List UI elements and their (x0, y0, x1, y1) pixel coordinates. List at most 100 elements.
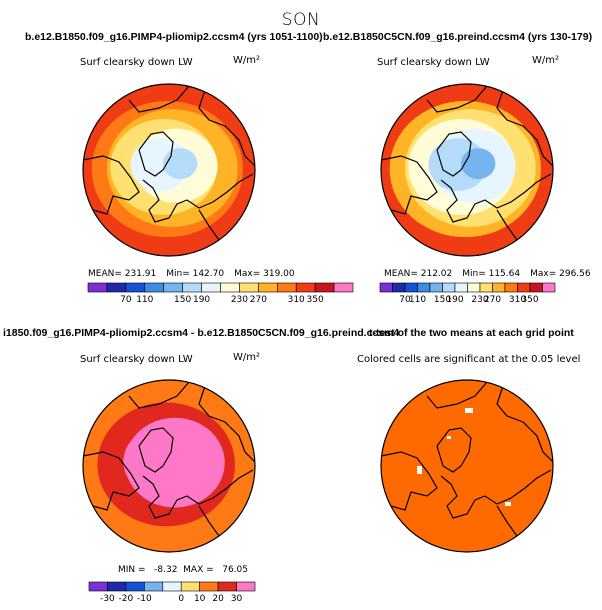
coast-alaska (426, 85, 488, 113)
p2-map-border (380, 83, 554, 257)
p3-colorbar-label-5: 20 (212, 594, 224, 604)
p4-nonsig-cell-1 (417, 466, 422, 474)
p3-colorbar-box-5 (180, 581, 200, 592)
panel1-variable-label: Surf clearsky down LW (80, 57, 193, 68)
p1-colorbar-box-7 (220, 282, 240, 293)
p2-colorbar-box-2 (404, 282, 418, 293)
p3-colorbar-box-3 (144, 581, 164, 592)
coast-greenland (436, 131, 472, 177)
p3-colorbar-label-3: 0 (178, 594, 184, 604)
p3-colorbar-label-4: 10 (194, 594, 206, 604)
p1-colorbar-box-1 (106, 282, 127, 293)
p1-zone-6 (163, 148, 198, 180)
p2-colorbar-box-8 (479, 282, 493, 293)
coast-siberia (496, 385, 553, 463)
p3-map-border (82, 379, 256, 553)
p1-colorbar-label-4: 230 (231, 295, 248, 305)
panel2-units: W/m² (532, 55, 560, 66)
panel1-case-title: b.e12.B1850.f09_g16.PIMP4-pliomip2.ccsm4… (25, 31, 323, 43)
p4-nonsig-cell-0 (465, 408, 473, 413)
p3-colorbar-box-7 (217, 581, 237, 592)
p1-colorbar-label-6: 310 (288, 295, 305, 305)
p1-colorbar-box-10 (276, 282, 297, 293)
panel2-variable-label: Surf clearsky down LW (377, 57, 490, 68)
coast-hudson (142, 469, 254, 519)
p2-colorbar-box-5 (442, 282, 456, 293)
p4-nonsig-cell-2 (505, 502, 511, 506)
p3-colorbar-box-4 (162, 581, 182, 592)
p1-colorbar-label-3: 190 (193, 295, 210, 305)
panel4-case-title: t-test of the two means at each grid poi… (369, 327, 574, 339)
p3-colorbar-box-2 (125, 581, 145, 592)
p3-colorbar-box-8 (236, 581, 256, 592)
coast-hudson (440, 173, 552, 223)
coast-siberia (198, 89, 255, 167)
panel3-units: W/m² (233, 352, 261, 363)
coast-greenland (138, 427, 174, 473)
panel1-mean: MEAN= 231.91 (88, 269, 157, 279)
p3-colorbar-box-0 (88, 581, 108, 592)
p2-colorbar-label-0: 70 (399, 295, 411, 305)
p2-colorbar-label-4: 230 (471, 295, 488, 305)
panel4-map (380, 379, 554, 553)
p3-zone-3 (123, 427, 199, 496)
p1-colorbar-label-2: 150 (174, 295, 191, 305)
panel1-colorbar: 70 110 150 190 230 270 310 350 (87, 282, 354, 305)
panel2-map (380, 83, 554, 257)
p1-map-border (82, 83, 256, 257)
p3-fill (83, 380, 255, 552)
panel1-stats: MEAN= 231.91 Min= 142.70 Max= 319.00 (88, 269, 305, 279)
coast-alaska (128, 381, 190, 409)
p2-colorbar-box-3 (417, 282, 431, 293)
coast-siberia (198, 385, 255, 463)
panel3-case-title: i1850.f09_g16.PIMP4-pliomip2.ccsm4 - b.e… (3, 327, 400, 339)
p1-colorbar-box-9 (258, 282, 278, 293)
p1-colorbar-label-5: 270 (250, 295, 267, 305)
p1-colorbar-box-4 (163, 282, 183, 293)
panel1-min: Min= 142.70 (166, 269, 225, 279)
p2-colorbar-box-0 (379, 282, 393, 293)
panel2-mean: MEAN= 212.02 (384, 269, 453, 279)
p2-fill (381, 84, 553, 256)
panel3-map (82, 379, 256, 553)
p2-colorbar-label-2: 150 (434, 295, 451, 305)
p2-colorbar-box-9 (492, 282, 506, 293)
panel1-units: W/m² (233, 55, 261, 66)
coast-alaska (128, 85, 190, 113)
coast-alaska (426, 381, 488, 409)
p2-colorbar-box-12 (529, 282, 543, 293)
coast-canada (83, 155, 140, 215)
p1-colorbar-box-3 (144, 282, 165, 293)
p4-fill (381, 380, 553, 552)
p1-colorbar-box-0 (87, 282, 108, 293)
p2-colorbar-label-3: 190 (446, 295, 463, 305)
panel2-stats: MEAN= 212.02 Min= 115.64 Max= 296.56 (384, 269, 601, 279)
p3-colorbar-label-1: -20 (119, 594, 134, 604)
p4-significant-area (381, 380, 553, 552)
coast-canada (83, 451, 140, 511)
p2-colorbar-box-6 (454, 282, 468, 293)
p1-colorbar-label-7: 350 (307, 295, 324, 305)
p1-colorbar-label-0: 70 (120, 295, 132, 305)
panel1-max: Max= 319.00 (234, 269, 295, 279)
coast-siberia (496, 89, 553, 167)
coast-canada (381, 155, 438, 215)
p3-colorbar-label-2: -10 (137, 594, 152, 604)
p4-map-border (380, 379, 554, 553)
p2-colorbar-label-7: 350 (521, 295, 538, 305)
p1-colorbar-box-13 (333, 282, 354, 293)
p2-colorbar-box-11 (517, 282, 531, 293)
p1-colorbar-box-11 (295, 282, 316, 293)
panel2-case-title: b.e12.B1850C5CN.f09_g16.preind.ccsm4 (yr… (323, 31, 593, 43)
p1-colorbar-label-1: 110 (136, 295, 153, 305)
p2-colorbar-box-4 (429, 282, 443, 293)
p2-colorbar-label-5: 270 (484, 295, 501, 305)
p1-colorbar-box-8 (239, 282, 259, 293)
p3-colorbar-box-1 (107, 581, 127, 592)
panel3-minmax: MIN = -8.32 MAX = 76.05 (118, 565, 248, 575)
p2-colorbar-label-6: 310 (509, 295, 526, 305)
coast-greenland (138, 131, 174, 177)
p2-colorbar-label-1: 110 (409, 295, 426, 305)
